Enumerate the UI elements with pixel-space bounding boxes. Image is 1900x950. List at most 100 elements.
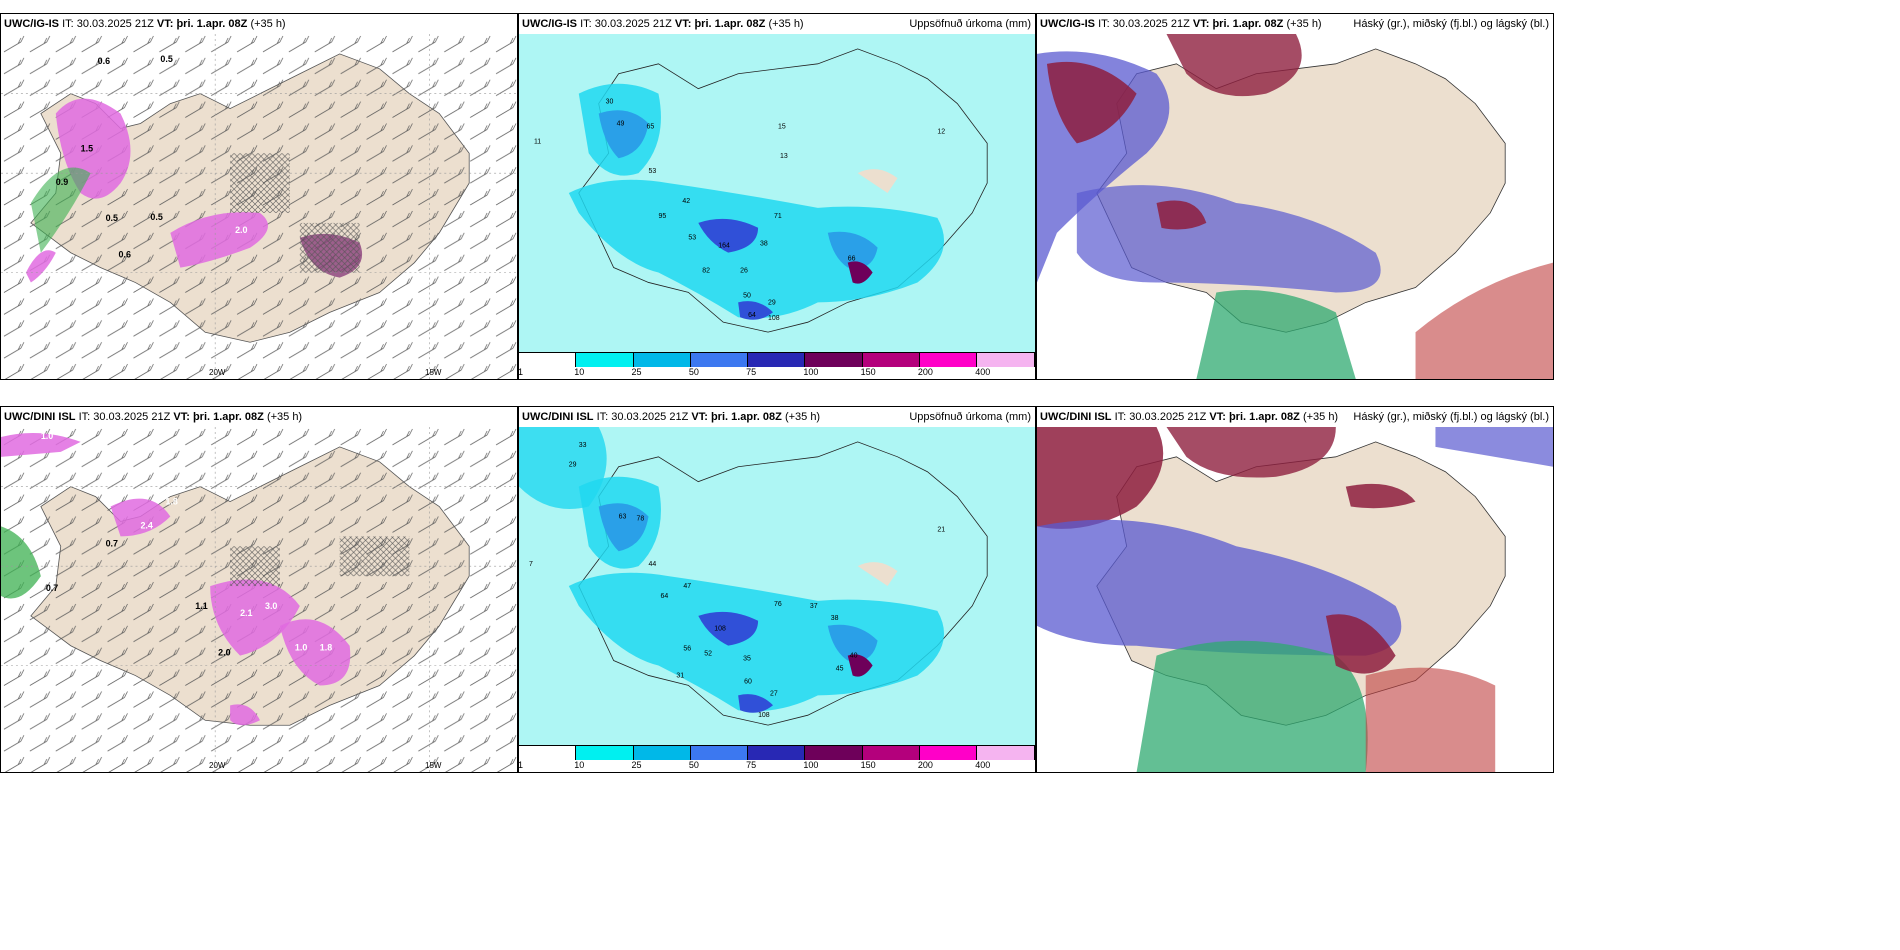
precip-value: 38 bbox=[831, 615, 839, 622]
wind-snow-map-svg: 0.6 0.5 0.5 2.0 0.5 0.6 1.5 0.9 bbox=[1, 34, 517, 379]
precip-map-svg: 33 29 44 63 78 47 64 56 52 35 108 76 37 … bbox=[519, 427, 1035, 746]
snow-label: 0.5 bbox=[106, 213, 118, 223]
precip-value: 63 bbox=[619, 513, 627, 520]
panel-header: UWC/IG-IS IT: 30.03.2025 21Z VT: þri. 1.… bbox=[519, 14, 1035, 34]
panel-header: UWC/DINI ISL IT: 30.03.2025 21Z VT: þri.… bbox=[1037, 407, 1553, 427]
colorbar-tick: 1 bbox=[518, 367, 524, 377]
precip-value: 66 bbox=[848, 256, 856, 263]
precip-value: 42 bbox=[682, 198, 690, 205]
panel-clouds-bottom: UWC/DINI ISL IT: 30.03.2025 21Z VT: þri.… bbox=[1036, 406, 1554, 773]
colorbar-tick: 75 bbox=[746, 760, 757, 770]
cloud-map-svg bbox=[1037, 427, 1553, 772]
colorbar-segment bbox=[862, 353, 920, 367]
precip-value: 30 bbox=[606, 99, 614, 106]
precip-value: 27 bbox=[770, 690, 778, 697]
wind-snow-map: 0.6 0.5 0.5 2.0 0.5 0.6 1.5 0.9 bbox=[1, 34, 517, 379]
colorbar-tick: 150 bbox=[860, 367, 876, 377]
panel-wind-snow-bottom: UWC/DINI ISL IT: 30.03.2025 21Z VT: þri.… bbox=[0, 406, 518, 773]
lon-label-20w: 20W bbox=[209, 368, 226, 377]
precip-value: 71 bbox=[774, 213, 782, 220]
colorbar-segment bbox=[633, 746, 691, 760]
precip-value: 21 bbox=[937, 526, 945, 533]
colorbar-tick: 150 bbox=[860, 760, 876, 770]
precip-value: 50 bbox=[743, 292, 751, 299]
snow-label: 2.0 bbox=[235, 225, 247, 235]
colorbar-tick: 400 bbox=[975, 760, 991, 770]
precip-value: 12 bbox=[937, 128, 945, 135]
precip-map: 33 29 44 63 78 47 64 56 52 35 108 76 37 … bbox=[519, 427, 1035, 746]
cloud-map bbox=[1037, 34, 1553, 379]
colorbar-tick: 10 bbox=[574, 367, 585, 377]
colorbar-segment bbox=[576, 353, 634, 367]
snow-label: 0.5 bbox=[150, 212, 162, 222]
colorbar-segment bbox=[862, 746, 920, 760]
panel-header: UWC/DINI ISL IT: 30.03.2025 21Z VT: þri.… bbox=[519, 407, 1035, 427]
precip-map: 30 49 65 53 42 95 53 82 164 71 66 38 26 … bbox=[519, 34, 1035, 353]
colorbar-segment bbox=[748, 353, 806, 367]
precip-value: 60 bbox=[744, 678, 752, 685]
precip-value: 29 bbox=[569, 462, 577, 469]
colorbar-segment bbox=[519, 746, 577, 760]
lon-label-15w: 15W bbox=[425, 761, 442, 770]
precip-value: 64 bbox=[748, 312, 756, 319]
precip-value: 13 bbox=[780, 153, 788, 160]
precip-value: 108 bbox=[714, 626, 726, 633]
precip-map-svg: 30 49 65 53 42 95 53 82 164 71 66 38 26 … bbox=[519, 34, 1035, 353]
panel-clouds-top: UWC/IG-IS IT: 30.03.2025 21Z VT: þri. 1.… bbox=[1036, 13, 1554, 380]
panel-title-precip: Uppsöfnuð úrkoma (mm) bbox=[909, 411, 1031, 423]
colorbar-tick: 50 bbox=[688, 367, 699, 377]
precip-value: 11 bbox=[534, 138, 541, 145]
panel-title-clouds: Háský (gr.), miðský (fj.bl.) og lágský (… bbox=[1353, 411, 1549, 423]
colorbar-tick: 100 bbox=[803, 367, 819, 377]
panel-title-precip: Uppsöfnuð úrkoma (mm) bbox=[909, 18, 1031, 30]
cloud-map-svg bbox=[1037, 34, 1553, 379]
panel-precip-bottom: UWC/DINI ISL IT: 30.03.2025 21Z VT: þri.… bbox=[518, 406, 1036, 773]
precip-value: 64 bbox=[660, 593, 668, 600]
snow-label: 2.4 bbox=[140, 520, 152, 530]
precip-value: 37 bbox=[810, 603, 818, 610]
colorbar-segment bbox=[977, 353, 1035, 367]
panel-precip-top: UWC/IG-IS IT: 30.03.2025 21Z VT: þri. 1.… bbox=[518, 13, 1036, 380]
precip-value: 53 bbox=[688, 235, 696, 242]
panel-title-clouds: Háský (gr.), miðský (fj.bl.) og lágský (… bbox=[1353, 18, 1549, 30]
colorbar-segment bbox=[748, 746, 806, 760]
panel-header: UWC/IG-IS IT: 30.03.2025 21Z VT: þri. 1.… bbox=[1, 14, 517, 34]
lon-label-20w: 20W bbox=[209, 761, 226, 770]
snow-label: 0.7 bbox=[46, 583, 58, 593]
precip-colorbar: 1 10 25 50 75 100 150 200 400 bbox=[519, 352, 1035, 379]
snow-label: 0.9 bbox=[56, 177, 68, 187]
lon-label-15w: 15W bbox=[425, 368, 442, 377]
snow-label: 1.0 bbox=[295, 643, 307, 653]
colorbar-tick: 200 bbox=[917, 367, 933, 377]
colorbar-tick: 50 bbox=[688, 760, 699, 770]
precip-value: 65 bbox=[647, 123, 655, 130]
snow-label: 3.0 bbox=[265, 601, 277, 611]
precip-value: 52 bbox=[704, 651, 712, 658]
colorbar-segment bbox=[805, 746, 863, 760]
colorbar-segment bbox=[519, 353, 577, 367]
precip-value: 164 bbox=[718, 243, 730, 250]
snow-label: 0.5 bbox=[160, 54, 172, 64]
snow-label: 1.0 bbox=[41, 431, 53, 441]
snow-label: 0.6 bbox=[98, 56, 110, 66]
precip-value: 38 bbox=[760, 241, 768, 248]
snow-label: 1.5 bbox=[81, 143, 93, 153]
snow-label: 1.8 bbox=[165, 497, 177, 507]
snow-label: 1.8 bbox=[320, 643, 332, 653]
snow-label: 1.1 bbox=[195, 601, 207, 611]
colorbar-tick: 100 bbox=[803, 760, 819, 770]
precip-colorbar: 1 10 25 50 75 100 150 200 400 bbox=[519, 745, 1035, 772]
snow-label: 2.0 bbox=[218, 648, 230, 658]
wind-snow-map-svg: 1.0 2.4 1.8 0.7 0.7 2.1 3.0 1.1 2.0 1.8 … bbox=[1, 427, 517, 772]
precip-value: 26 bbox=[740, 268, 748, 275]
precip-value: 78 bbox=[637, 515, 645, 522]
precip-value: 29 bbox=[768, 299, 776, 306]
colorbar-segment bbox=[977, 746, 1035, 760]
precip-value: 49 bbox=[617, 120, 625, 127]
colorbar-segment bbox=[919, 353, 978, 367]
precip-value: 15 bbox=[778, 123, 786, 130]
panel-header: UWC/DINI ISL IT: 30.03.2025 21Z VT: þri.… bbox=[1, 407, 517, 427]
precip-value: 56 bbox=[683, 646, 691, 653]
wind-snow-map: 1.0 2.4 1.8 0.7 0.7 2.1 3.0 1.1 2.0 1.8 … bbox=[1, 427, 517, 772]
precip-value: 108 bbox=[758, 712, 770, 719]
